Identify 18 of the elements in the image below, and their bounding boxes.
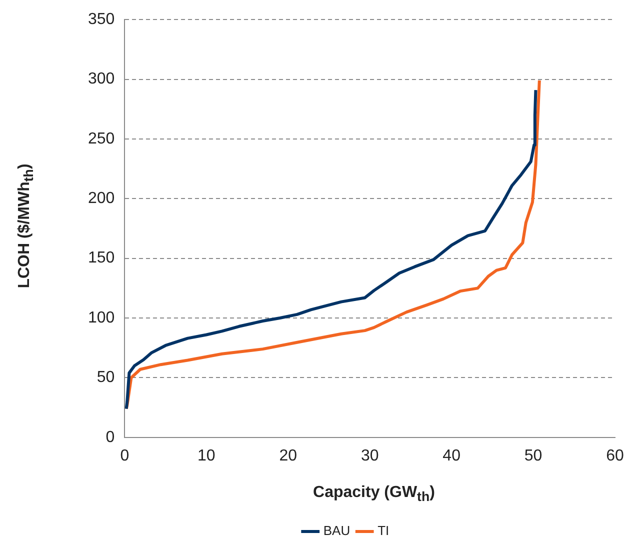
legend-label: BAU <box>323 523 350 538</box>
x-tick-label: 40 <box>442 447 461 464</box>
x-tick-label: 20 <box>279 447 298 464</box>
y-tick-label: 350 <box>88 11 115 28</box>
x-axis-title: Capacity (GW$_{th}$) <box>313 484 435 504</box>
y-tick-label: 100 <box>88 309 115 326</box>
x-tick-label: 0 <box>120 447 130 464</box>
x-tick-label: 60 <box>606 447 624 464</box>
x-tick-label: 30 <box>360 447 379 464</box>
x-tick-label: 10 <box>198 447 216 464</box>
y-tick-label: 250 <box>88 130 115 148</box>
y-tick-label: 200 <box>88 190 115 208</box>
y-tick-label: 0 <box>106 428 115 446</box>
y-tick-label: 50 <box>96 369 115 386</box>
legend-label: TI <box>378 523 390 538</box>
y-tick-label: 300 <box>88 70 115 88</box>
y-tick-label: 150 <box>88 250 115 267</box>
x-tick-label: 50 <box>524 447 542 464</box>
